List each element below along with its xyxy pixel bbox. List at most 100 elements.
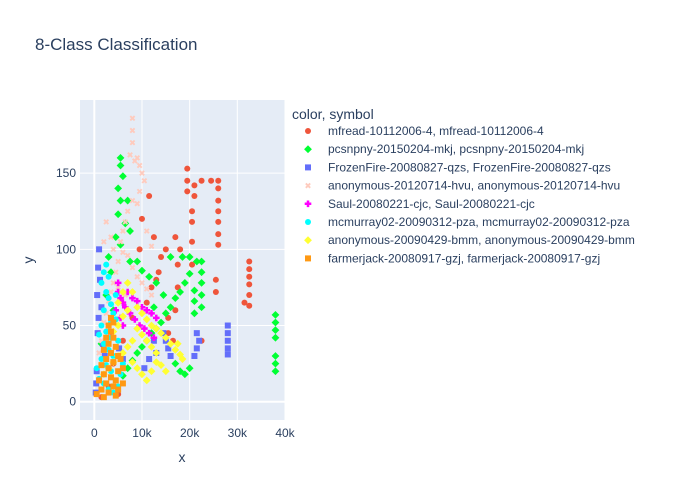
data-point xyxy=(126,310,134,317)
data-point xyxy=(215,197,222,204)
data-point xyxy=(224,345,231,352)
data-point xyxy=(224,351,231,358)
data-point xyxy=(129,139,136,146)
data-point xyxy=(117,314,124,322)
data-point xyxy=(115,337,122,344)
data-point xyxy=(271,333,280,342)
data-point xyxy=(98,304,105,311)
legend-title: color, symbol xyxy=(292,106,374,122)
legend-marker xyxy=(305,164,311,171)
data-point xyxy=(271,310,280,319)
data-point xyxy=(246,302,253,309)
data-point xyxy=(119,365,126,372)
data-point xyxy=(197,257,206,266)
data-point xyxy=(191,193,198,199)
data-point xyxy=(215,241,222,248)
data-point xyxy=(129,127,136,134)
legend-item: anonymous-20090429-bmm, anonymous-200904… xyxy=(304,233,635,247)
data-point xyxy=(96,350,102,356)
data-point xyxy=(123,196,132,205)
data-point xyxy=(147,367,156,376)
data-point xyxy=(133,364,142,373)
data-point xyxy=(100,346,107,353)
data-point xyxy=(146,193,153,199)
data-point xyxy=(165,345,172,352)
legend-items: mfread-10112006-4, mfread-10112006-4 pcsn… xyxy=(304,124,635,265)
x-axis-ticks: 0 10k 20k 30k 40k xyxy=(91,426,296,440)
data-point xyxy=(171,346,180,354)
legend-marker xyxy=(304,145,312,154)
data-point xyxy=(171,359,180,368)
data-point xyxy=(215,208,222,215)
data-point xyxy=(150,234,157,241)
data-point xyxy=(178,355,187,363)
data-point xyxy=(167,353,174,359)
data-point xyxy=(191,353,198,359)
data-point xyxy=(246,273,253,280)
data-point xyxy=(146,356,153,363)
data-point xyxy=(100,340,107,347)
data-point xyxy=(148,292,155,298)
data-point xyxy=(119,360,126,367)
data-point xyxy=(142,336,151,345)
data-point xyxy=(116,345,123,352)
data-point xyxy=(138,330,146,339)
data-point xyxy=(141,325,148,332)
data-point xyxy=(141,365,148,372)
data-point xyxy=(152,314,160,322)
data-point xyxy=(138,342,146,351)
data-point xyxy=(96,331,103,338)
data-point xyxy=(112,306,120,314)
legend-marker xyxy=(305,182,311,189)
data-point xyxy=(143,299,150,306)
data-point xyxy=(114,279,122,287)
data-point xyxy=(110,319,117,326)
legend-label: farmerjack-20080917-gzj, farmerjack-2008… xyxy=(328,251,600,265)
data-point xyxy=(107,349,114,356)
data-point xyxy=(95,264,102,271)
data-point xyxy=(105,273,112,280)
data-point xyxy=(145,272,154,281)
data-point xyxy=(215,231,222,238)
data-point xyxy=(145,329,153,337)
data-point xyxy=(123,306,132,315)
data-point xyxy=(166,303,175,312)
data-point xyxy=(115,353,122,359)
data-point xyxy=(196,337,203,344)
data-point xyxy=(141,177,148,184)
data-point xyxy=(128,336,137,345)
data-point xyxy=(191,182,198,189)
data-point xyxy=(139,280,145,286)
data-point xyxy=(192,257,201,266)
data-point xyxy=(138,215,145,222)
legend-marker xyxy=(304,200,312,208)
data-point xyxy=(93,368,100,375)
x-tick-label: 20k xyxy=(180,426,200,440)
data-point xyxy=(161,367,170,376)
data-point xyxy=(177,246,184,253)
data-point xyxy=(161,309,170,318)
y-tick-label: 150 xyxy=(56,166,76,180)
data-point xyxy=(110,383,117,390)
legend-marker xyxy=(305,219,311,225)
data-point xyxy=(100,371,107,378)
legend-item: FrozenFire-20080827-qzs, FrozenFire-2008… xyxy=(305,160,611,174)
data-point xyxy=(96,377,103,384)
data-point xyxy=(123,342,132,351)
data-point xyxy=(119,337,126,344)
series-1 xyxy=(98,165,253,401)
data-point xyxy=(152,358,161,366)
data-point xyxy=(120,249,126,256)
data-point xyxy=(224,330,231,337)
data-point xyxy=(133,297,141,305)
data-point xyxy=(193,330,200,337)
data-point xyxy=(101,353,108,359)
data-point xyxy=(100,394,107,401)
data-point xyxy=(212,276,219,283)
data-point xyxy=(271,359,280,368)
data-point xyxy=(166,339,175,348)
data-point xyxy=(100,269,107,276)
data-point xyxy=(126,227,134,235)
data-point xyxy=(166,253,175,261)
